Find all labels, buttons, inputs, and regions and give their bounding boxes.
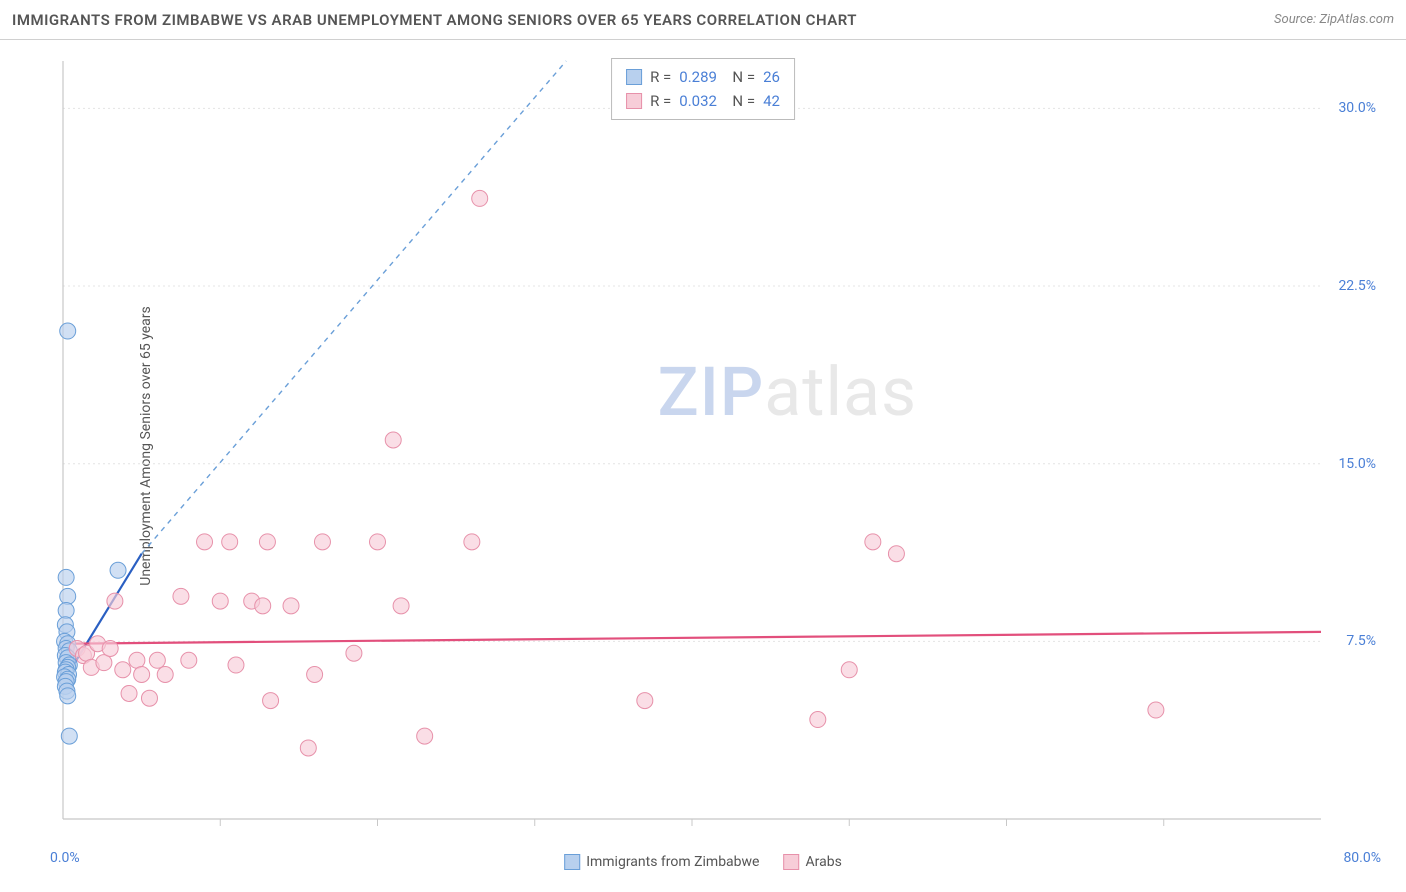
legend-item-arabs: Arabs (783, 854, 841, 870)
stats-legend-box: R = 0.289 N = 26R = 0.032 N = 42 (611, 58, 795, 120)
legend-swatch-icon (564, 854, 580, 870)
y-tick-label: 15.0% (1338, 456, 1376, 472)
chart-title: IMMIGRANTS FROM ZIMBABWE VS ARAB UNEMPLO… (12, 11, 857, 29)
legend-swatch-icon (626, 93, 642, 109)
bottom-legend: Immigrants from Zimbabwe Arabs (564, 854, 842, 870)
chart-header: IMMIGRANTS FROM ZIMBABWE VS ARAB UNEMPLO… (0, 0, 1406, 40)
stats-row-zimbabwe: R = 0.289 N = 26 (626, 65, 780, 89)
legend-item-zimbabwe: Immigrants from Zimbabwe (564, 854, 759, 870)
source-name: ZipAtlas.com (1319, 12, 1394, 27)
y-tick-label: 30.0% (1338, 100, 1376, 116)
chart-plot-area (55, 55, 1381, 837)
legend-swatch-icon (626, 69, 642, 85)
stats-row-arabs: R = 0.032 N = 42 (626, 89, 780, 113)
y-tick-label: 22.5% (1338, 278, 1376, 294)
y-tick-label: 7.5% (1346, 633, 1376, 649)
scatter-plot-svg (55, 55, 1381, 837)
x-origin-label: 0.0% (50, 850, 80, 866)
legend-swatch-icon (783, 854, 799, 870)
x-max-label: 80.0% (1343, 850, 1381, 866)
source-label: Source: ZipAtlas.com (1274, 12, 1394, 27)
